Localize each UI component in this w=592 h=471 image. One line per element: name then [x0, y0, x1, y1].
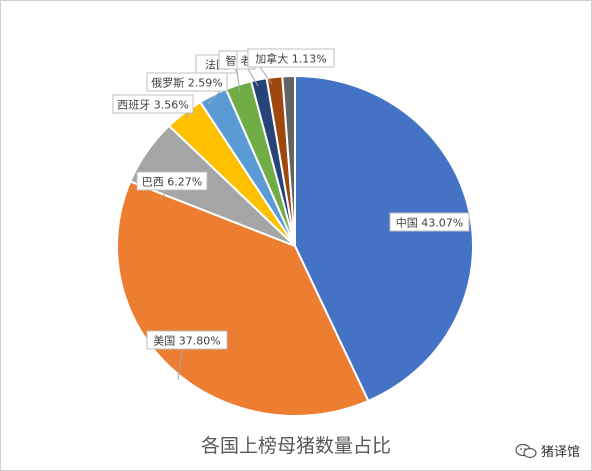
- label-usa: 美国 37.80%: [146, 330, 228, 350]
- label-russia: 俄罗斯 2.59%: [146, 72, 228, 92]
- label-china: 中国 43.07%: [389, 212, 470, 232]
- wechat-icon: [515, 443, 537, 458]
- watermark-text: 猪译馆: [540, 445, 580, 460]
- chart-title: 各国上榜母猪数量占比: [200, 435, 391, 457]
- leader-line-2: [159, 189, 171, 199]
- svg-text:美国 37.80%: 美国 37.80%: [153, 335, 220, 348]
- watermark: 猪译馆: [515, 441, 580, 460]
- label-canada: 加拿大 1.13%: [247, 48, 335, 68]
- label-brazil: 巴西 6.27%: [136, 171, 208, 191]
- label-spain: 西班牙 3.56%: [112, 94, 194, 114]
- pie-slice-1: [294, 74, 474, 403]
- svg-text:俄罗斯 2.59%: 俄罗斯 2.59%: [151, 77, 222, 90]
- svg-text:巴西 6.27%: 巴西 6.27%: [142, 176, 202, 189]
- leader-line-1: [177, 348, 183, 381]
- pie-slice-9: [281, 74, 296, 247]
- svg-text:西班牙 3.56%: 西班牙 3.56%: [117, 99, 188, 112]
- svg-text:智: 智: [226, 54, 237, 68]
- svg-text:中国 43.07%: 中国 43.07%: [396, 217, 463, 230]
- svg-text:老: 老: [241, 55, 252, 68]
- svg-text:加拿大 1.13%: 加拿大 1.13%: [255, 52, 326, 66]
- pie-slice-2: [116, 180, 370, 417]
